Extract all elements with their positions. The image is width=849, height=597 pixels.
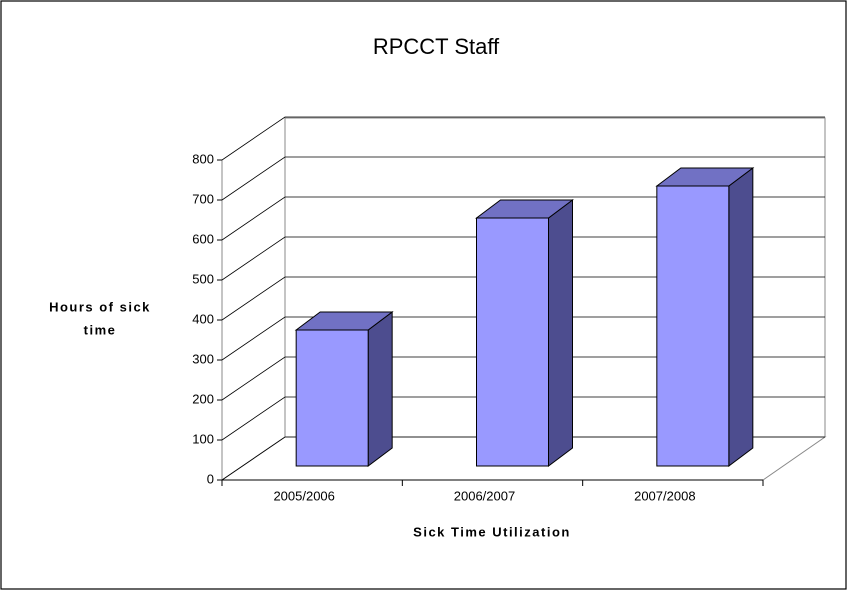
bar: [295, 329, 369, 467]
x-tick-label: 2006/2007: [454, 488, 515, 503]
x-tick-label: 2005/2006: [273, 488, 334, 503]
bar: [656, 185, 730, 467]
grid-line: [221, 436, 825, 481]
y-tick-label: 300: [192, 351, 214, 366]
y-tick-label: 100: [192, 431, 214, 446]
chart-title: RPCCT Staff: [373, 34, 500, 59]
grid-line: [221, 116, 825, 161]
grid-line: [221, 396, 825, 441]
x-tick-label: 2007/2008: [634, 488, 695, 503]
y-tick-label: 800: [192, 151, 214, 166]
grid-line: [221, 316, 825, 361]
x-axis-label: Sick Time Utilization: [413, 524, 571, 539]
y-tick-label: 200: [192, 391, 214, 406]
bar-side: [367, 311, 393, 467]
y-tick-label: 0: [207, 471, 214, 486]
y-axis-label: time: [84, 322, 117, 337]
grid-line: [221, 356, 825, 401]
y-tick-label: 600: [192, 231, 214, 246]
back-wall: [284, 117, 826, 437]
y-axis-label: Hours of sick: [49, 299, 151, 314]
grid-line: [221, 196, 825, 241]
grid-line: [221, 156, 825, 201]
y-tick-label: 700: [192, 191, 214, 206]
grid-line: [221, 276, 825, 321]
bar-side: [728, 167, 754, 467]
bar-side: [548, 199, 573, 467]
bar: [476, 217, 549, 467]
grid-line: [221, 236, 825, 281]
y-tick-label: 400: [192, 311, 214, 326]
y-tick-label: 500: [192, 271, 214, 286]
